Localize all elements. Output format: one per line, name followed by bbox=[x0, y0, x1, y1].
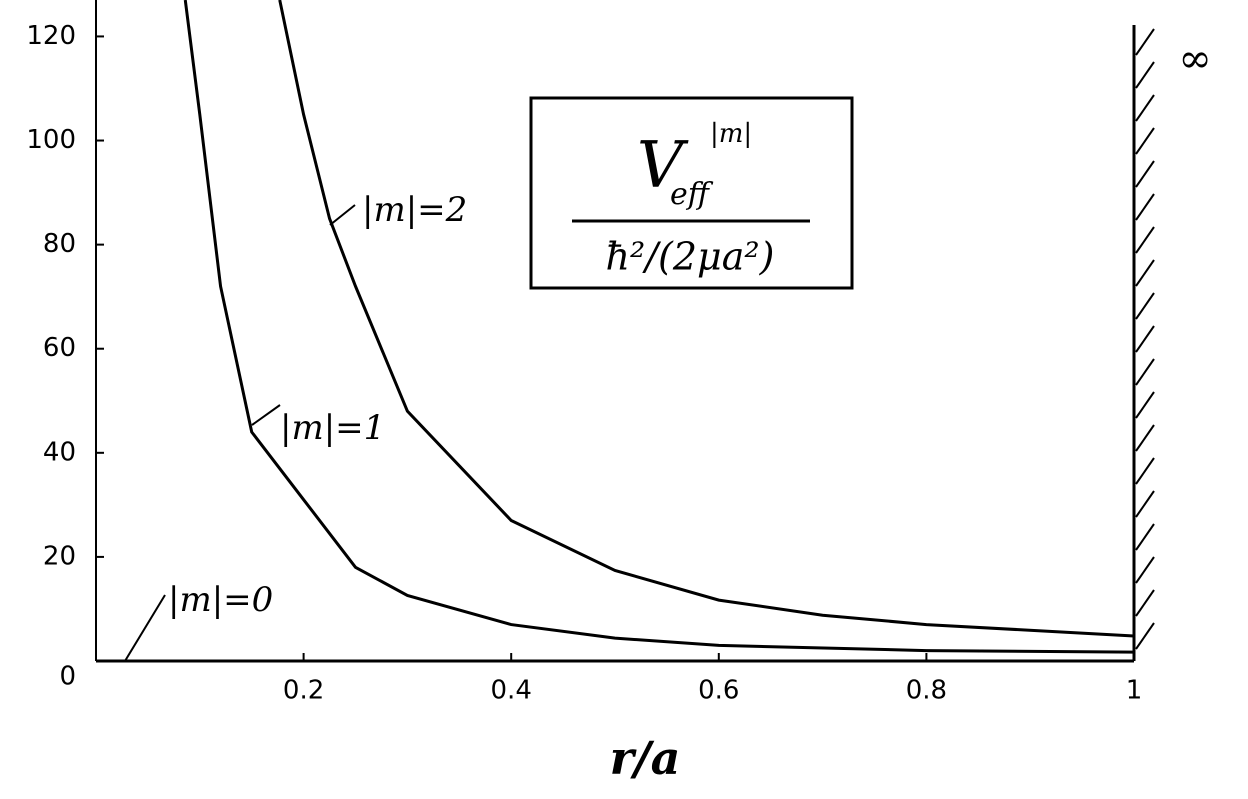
box-subscript: eff bbox=[670, 177, 714, 212]
y-tick-label: 100 bbox=[26, 125, 76, 155]
wall-hatch bbox=[1135, 127, 1155, 155]
wall-hatch bbox=[1135, 292, 1155, 320]
curve bbox=[183, 0, 1135, 654]
leader-line bbox=[251, 404, 281, 426]
wall-hatch bbox=[1135, 193, 1155, 221]
wall-hatch bbox=[1135, 28, 1155, 56]
y-tick-label: 60 bbox=[43, 333, 76, 363]
x-tick-label: 0.2 bbox=[283, 676, 324, 706]
wall-hatch bbox=[1135, 226, 1155, 254]
series-label: |m|=1 bbox=[280, 408, 385, 448]
series-label: |m|=2 bbox=[362, 190, 467, 230]
wall-hatch bbox=[1135, 358, 1155, 386]
wall-hatch bbox=[1135, 391, 1155, 419]
wall-hatch bbox=[1135, 523, 1155, 551]
x-tick-label: 0.4 bbox=[491, 676, 532, 706]
wall-hatch bbox=[1135, 259, 1155, 287]
leader-line bbox=[124, 594, 166, 662]
wall-label: ∞ bbox=[1178, 36, 1211, 82]
label-box bbox=[529, 96, 854, 290]
wall-hatch bbox=[1135, 160, 1155, 188]
box-numerator: V bbox=[637, 129, 689, 203]
x-tick-label: 0.6 bbox=[698, 676, 739, 706]
y-tick-label: 0 bbox=[59, 662, 76, 692]
wall-hatch bbox=[1135, 61, 1155, 89]
curve bbox=[278, 0, 1135, 638]
x-tick-label: 0.8 bbox=[906, 676, 947, 706]
y-tick-label: 120 bbox=[26, 21, 76, 51]
leader-line bbox=[329, 204, 356, 226]
wall-hatch bbox=[1135, 490, 1155, 518]
y-tick-label: 40 bbox=[43, 437, 76, 467]
y-tick-label: 80 bbox=[43, 229, 76, 259]
box-superscript: |m| bbox=[710, 119, 752, 149]
wall-hatch bbox=[1135, 622, 1155, 650]
wall-hatch bbox=[1135, 325, 1155, 353]
wall-hatch bbox=[1135, 457, 1155, 485]
wall-hatch bbox=[1135, 556, 1155, 584]
x-axis-label: r/a bbox=[610, 731, 681, 785]
wall-hatch bbox=[1135, 94, 1155, 122]
wall-hatch bbox=[1135, 424, 1155, 452]
wall-hatch bbox=[1135, 589, 1155, 617]
zero-curve-label: |m|=0 bbox=[168, 580, 273, 620]
y-tick-label: 20 bbox=[43, 541, 76, 571]
box-denominator: ħ²/(2μa²) bbox=[606, 235, 775, 279]
x-tick-label: 1 bbox=[1126, 676, 1143, 706]
